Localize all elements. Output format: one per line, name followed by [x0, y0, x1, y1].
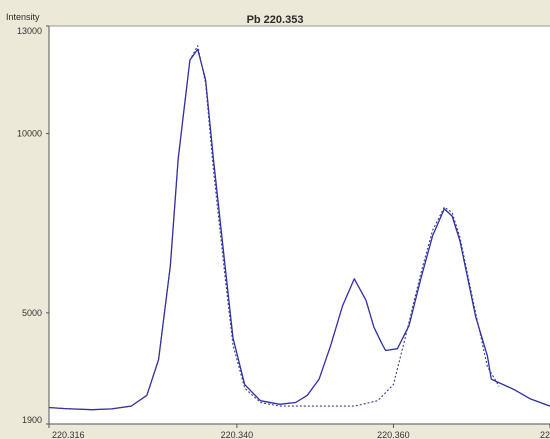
- x-tick-label: 220.360: [377, 430, 410, 439]
- chart-title: Pb 220.353: [246, 14, 304, 26]
- y-tick-label: 13000: [17, 26, 42, 36]
- x-tick-label: 220.38: [540, 430, 550, 439]
- y-axis-title: Intensity: [6, 12, 40, 22]
- plot-area: [49, 26, 550, 424]
- y-tick-label: 1900: [22, 415, 42, 425]
- x-tick-label: 220.340: [221, 430, 254, 439]
- x-tick-label: 220.316: [52, 430, 85, 439]
- fitted-series-line: [48, 45, 500, 411]
- y-tick-label: 5000: [22, 308, 42, 318]
- y-tick-label: 10000: [17, 129, 42, 139]
